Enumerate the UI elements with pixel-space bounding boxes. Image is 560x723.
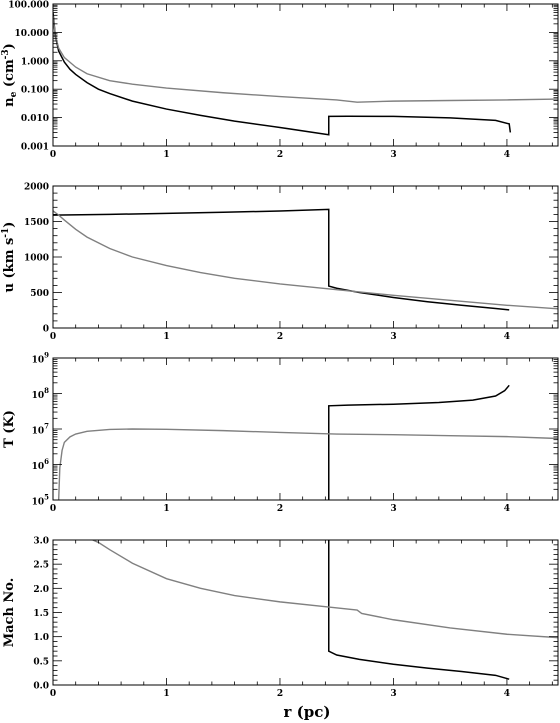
panel-3-ticks [52,357,558,501]
panel-4-series-gray [92,540,558,639]
panel-2-ytick-label: 2000 [24,183,49,193]
panel-2-series-black [53,208,510,311]
panel-4-xtick-label: 3 [390,689,396,699]
panel-3-xtick-label: 4 [504,504,510,514]
panel-1-xtick-label: 2 [277,150,283,160]
panel-3: 0 1 2 3 4 105 106 107 108 109 T (K) [2,351,559,514]
x-axis-label: r (pc) [284,703,331,721]
panel-1-ytick-label: 1.000 [21,57,49,67]
panel-2-xtick-label: 0 [50,332,56,342]
panel-4-xtick-label: 0 [50,689,56,699]
panel-2-ytick-label: 1500 [24,218,49,228]
panel-2-ylabel: u (km s-1) [1,222,17,293]
panel-1-ytick-label: 0.100 [21,86,49,96]
panel-3-ytick-label: 105 [32,493,50,508]
panel-4-series-black [328,540,510,680]
panel-1-xtick-label: 1 [163,150,169,160]
panel-4-ytick-label: 0.0 [33,682,49,692]
panel-1-ylabel: ne (cm-3) [1,43,19,107]
panel-1-frame [52,3,559,147]
panel-1-series-gray [53,15,558,103]
panel-2-ytick-label: 500 [30,289,49,299]
panel-1-xtick-label: 3 [390,150,396,160]
panel-1-series-black [53,12,512,136]
panel-2-series-gray [53,210,558,310]
panel-4-ytick-label: 2.0 [33,585,49,595]
panel-3-xtick-label: 2 [277,504,283,514]
panel-1-ytick-label: 0.010 [21,114,49,124]
panel-1-ytick-label: 100.000 [8,1,49,11]
panel-4-ticks [52,539,558,686]
panel-2-xtick-label: 3 [390,332,396,342]
panel-4-ytick-label: 1.5 [33,609,49,619]
panel-1: 0 1 2 3 4 0.001 0.010 0.100 1.000 10.000 100.000 ne… [1,1,559,160]
panel-2-ytick-label: 0 [43,325,49,335]
panel-3-ytick-label: 106 [32,457,50,472]
panel-3-xtick-label: 1 [163,504,169,514]
panel-1-ticks [52,3,558,147]
panel-4-ytick-label: 1.0 [33,633,49,643]
panel-4-xtick-label: 1 [163,689,169,699]
panel-4-ytick-label: 2.5 [33,561,49,571]
panel-4: 0 1 2 3 4 0.0 0.5 1.0 1.5 2.0 2.5 3.0 Mach No. [2,537,559,699]
panels: 0 1 2 3 40.0010.0100.1001.00010.000100.000ne… [1,1,559,699]
panel-3-xtick-label: 3 [390,504,396,514]
panel-3-ylabel: T (K) [2,410,17,448]
panel-4-xtick-label: 2 [277,689,283,699]
panel-4-ytick-label: 0.5 [33,657,49,667]
panel-2-ticks [52,185,558,329]
panel-4-ylabel: Mach No. [2,578,17,648]
panel-3-xtick-label: 0 [50,504,56,514]
panel-2: 0 1 2 3 4 0 500 1000 1500 2000 u (km s-1) [1,183,559,342]
panel-1-ytick-label: 0.001 [21,143,49,153]
panel-3-ytick-label: 108 [32,386,50,401]
panel-2-xtick-label: 1 [163,332,169,342]
panel-3-series-gray [57,428,558,500]
panel-3-ytick-label: 109 [32,351,50,366]
panel-2-xtick-label: 4 [504,332,510,342]
panel-4-ytick-label: 3.0 [33,537,49,547]
panel-1-ytick-label: 10.000 [15,29,49,39]
panel-1-xtick-label: 4 [504,150,510,160]
panel-4-xtick-label: 4 [504,689,510,699]
panel-3-series-black [328,384,510,500]
panel-2-xtick-label: 2 [277,332,283,342]
panel-3-ytick-label: 107 [32,422,50,437]
panel-1-xtick-label: 0 [50,150,56,160]
panel-2-ytick-label: 1000 [24,254,49,264]
